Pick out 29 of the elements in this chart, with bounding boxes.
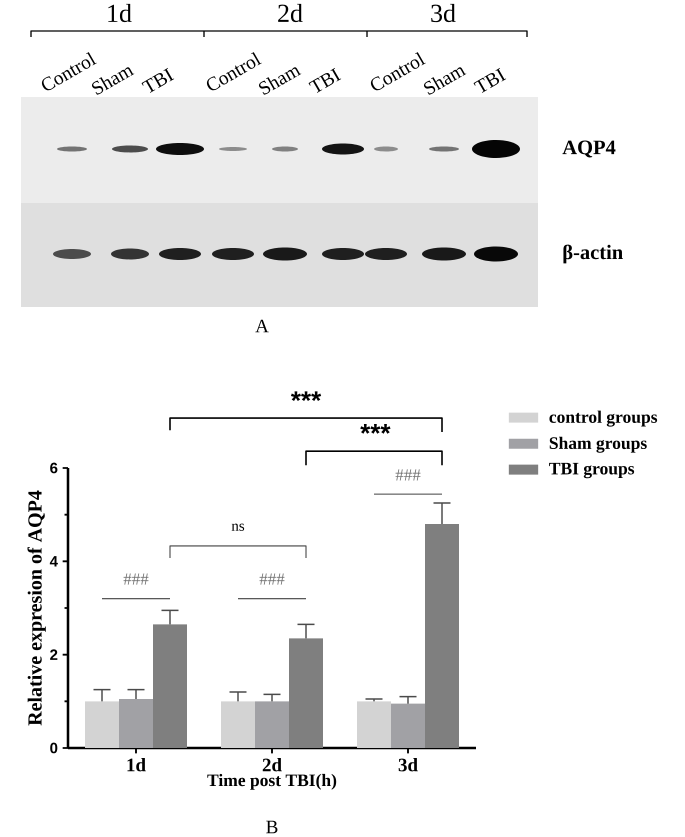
text: *** (360, 424, 391, 434)
text: B (266, 820, 278, 834)
text: Sham (424, 67, 466, 95)
text: TBI (308, 68, 342, 93)
annotation: ns (232, 524, 244, 531)
text: β-actin (563, 244, 623, 264)
x-tick-label: 2d (262, 758, 282, 772)
y-tick-label: 6 (50, 462, 58, 474)
text: *** (290, 391, 322, 402)
y-axis-title: Relative expresion of AQP4 (27, 490, 46, 726)
y-tick-label: 0 (50, 742, 58, 754)
text: 2d (278, 4, 303, 22)
legend-label: control groups (549, 410, 658, 427)
x-tick-label: 3d (398, 758, 418, 772)
x-tick-label: 1d (127, 758, 146, 772)
legend-label: Sham groups (550, 436, 647, 453)
text: TBI (142, 68, 174, 93)
text: AQP4 (562, 140, 616, 158)
text: TBI (474, 68, 506, 93)
y-tick-label: 4 (50, 556, 58, 566)
text: 1d (108, 4, 132, 22)
y-tick-label: 2 (50, 649, 58, 660)
annotation: ### (124, 574, 148, 585)
text: 3d (431, 4, 456, 22)
annotation: ### (396, 469, 420, 481)
text: A (255, 320, 269, 332)
x-axis-title: Time post TBI(h) (207, 774, 336, 790)
legend-label: TBI groups (549, 462, 634, 478)
annotation: ### (260, 574, 284, 585)
